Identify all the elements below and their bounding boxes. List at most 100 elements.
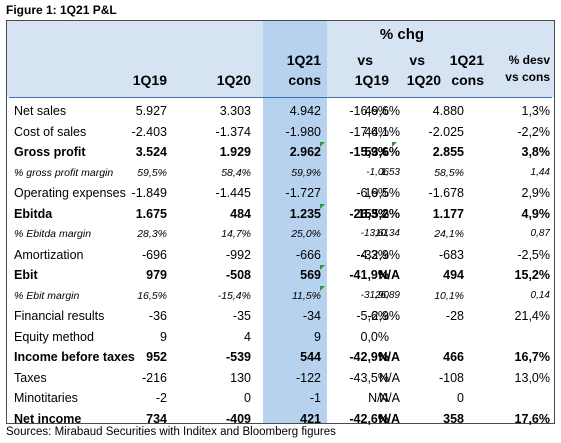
row-value: -31,90 bbox=[360, 289, 389, 301]
row-value: 0 bbox=[457, 391, 464, 405]
row-value: -26,3% bbox=[349, 206, 389, 221]
row-label: Gross profit bbox=[14, 145, 86, 159]
col-header-1q21-cons2-line2: cons bbox=[451, 72, 484, 88]
col-header-vs-1q20-line2: 1Q20 bbox=[406, 72, 441, 88]
row-value: 5.927 bbox=[135, 104, 167, 118]
table-row: Financial results -36 -35 -34 -5,6% -2,9% -28 2… bbox=[7, 306, 554, 327]
table-row: Net income 734 -409 421 -42,6% N/A 358 17,6% bbox=[7, 409, 554, 430]
comment-marker-icon bbox=[320, 142, 325, 147]
row-label: Taxes bbox=[14, 370, 47, 385]
row-value: 1.675 bbox=[135, 206, 167, 221]
comment-marker-icon bbox=[320, 285, 325, 291]
row-value: -2,9% bbox=[367, 309, 400, 323]
row-value: 952 bbox=[146, 350, 167, 364]
row-value: 155,2% bbox=[357, 206, 400, 221]
row-value: N/A bbox=[368, 391, 389, 405]
row-value: -34 bbox=[302, 309, 321, 323]
row-value: N/A bbox=[379, 391, 400, 405]
row-value: -4,3% bbox=[356, 247, 389, 262]
table-row: Amortization -696 -992 -666 -4,3% -32,9% -683 -… bbox=[7, 245, 554, 266]
row-value: -1.445 bbox=[215, 186, 251, 200]
row-value: 15,2% bbox=[514, 268, 550, 282]
row-value: -1.980 bbox=[285, 124, 321, 139]
table-row: Taxes -216 130 -122 -43,5% N/A -108 13,0% bbox=[7, 368, 554, 389]
row-value: 484 bbox=[230, 206, 251, 221]
row-value: -42,6% bbox=[349, 411, 389, 426]
row-value: 25,0% bbox=[291, 228, 321, 240]
row-value: -15,9% bbox=[349, 145, 389, 159]
row-value: 0,0% bbox=[360, 329, 390, 344]
row-value: 1.235 bbox=[289, 206, 321, 221]
row-value: -36 bbox=[148, 309, 167, 323]
row-value: 3.524 bbox=[135, 145, 167, 159]
row-value: 4,9% bbox=[521, 206, 551, 221]
row-value: 49,6% bbox=[364, 104, 400, 118]
pl-table: % chg 1Q19 1Q20 1Q21 cons vs 1Q19 vs 1Q2… bbox=[6, 20, 555, 426]
row-value: 0,14 bbox=[530, 289, 550, 301]
row-label: Financial results bbox=[14, 309, 105, 323]
row-value: 569 bbox=[300, 268, 321, 282]
row-value: 24,1% bbox=[434, 228, 464, 240]
table-row: Net sales 5.927 3.303 4.942 -16,6% 49,6% 4.880… bbox=[7, 101, 554, 122]
pct-chg-header: % chg bbox=[379, 26, 425, 43]
row-label: Minotitaries bbox=[14, 391, 78, 405]
row-value: 0,87 bbox=[530, 228, 550, 239]
row-value: 421 bbox=[300, 411, 321, 426]
row-value: 58,4% bbox=[221, 166, 251, 179]
row-value: 11,5% bbox=[292, 289, 321, 302]
row-value: -2.403 bbox=[131, 124, 167, 139]
comment-marker-icon bbox=[320, 265, 325, 270]
row-value: -508 bbox=[225, 268, 251, 282]
row-label: Net sales bbox=[14, 104, 67, 118]
row-value: -409 bbox=[225, 411, 251, 426]
row-value: 17,6% bbox=[514, 411, 550, 426]
row-value: 544 bbox=[300, 350, 321, 364]
row-value: 2.855 bbox=[432, 145, 464, 159]
row-value: 16,7% bbox=[514, 350, 550, 364]
row-value: 3,8% bbox=[521, 145, 551, 159]
row-value: -1.727 bbox=[285, 186, 321, 200]
row-value: 466 bbox=[443, 350, 464, 364]
row-value: 1.929 bbox=[219, 145, 251, 159]
col-header-vs-1q19-line2: 1Q19 bbox=[354, 72, 389, 88]
row-label: Operating expenses bbox=[14, 186, 126, 200]
row-value: -5,6% bbox=[356, 309, 389, 323]
row-value: 10,1% bbox=[434, 289, 464, 302]
row-value: -17,6% bbox=[349, 124, 389, 139]
row-value: 1,44 bbox=[530, 166, 550, 178]
row-value: -16,6% bbox=[349, 104, 389, 118]
col-header-1q21-cons2-line1: 1Q21 bbox=[449, 52, 484, 68]
row-value: N/A bbox=[378, 268, 400, 282]
row-label: Income before taxes bbox=[14, 350, 135, 364]
row-value: -2,2% bbox=[517, 124, 550, 139]
row-value: -1.678 bbox=[428, 186, 464, 200]
figure-title: Figure 1: 1Q21 P&L bbox=[6, 3, 117, 17]
row-value: -13,61 bbox=[360, 228, 389, 239]
row-value: 58,5% bbox=[434, 166, 464, 179]
row-value: -1.374 bbox=[215, 124, 251, 139]
row-label: % Ebit margin bbox=[14, 289, 80, 302]
row-label: Net income bbox=[14, 411, 82, 426]
row-value: -43,5% bbox=[349, 370, 389, 385]
row-value: 10,34 bbox=[374, 228, 400, 239]
col-header-1q21-cons-line2: cons bbox=[288, 72, 321, 88]
row-value: 59,5% bbox=[137, 166, 167, 179]
table-row: % Ebit margin 16,5% -15,4% 11,5% -31,90 26,89… bbox=[7, 285, 554, 307]
row-value: -6,6% bbox=[356, 186, 389, 200]
col-header-1q21-cons-line1: 1Q21 bbox=[286, 52, 321, 68]
row-value: 4.880 bbox=[432, 104, 464, 118]
row-value: -2 bbox=[155, 391, 167, 405]
row-value: 19,5% bbox=[364, 186, 400, 200]
row-value: 9 bbox=[160, 329, 167, 344]
row-value: -2.025 bbox=[428, 124, 464, 139]
row-value: 26,89 bbox=[374, 289, 400, 301]
row-value: 734 bbox=[146, 411, 167, 426]
row-value: 4 bbox=[244, 329, 251, 344]
row-value: -1 bbox=[309, 391, 321, 405]
row-value: 16,5% bbox=[137, 289, 167, 302]
row-value: -1.849 bbox=[131, 186, 167, 200]
table-row: Ebit 979 -508 569 -41,9% N/A 494 15,2% bbox=[7, 265, 554, 286]
comment-marker-icon bbox=[320, 203, 325, 209]
row-label: Amortization bbox=[14, 247, 84, 262]
row-label: Cost of sales bbox=[14, 124, 87, 139]
